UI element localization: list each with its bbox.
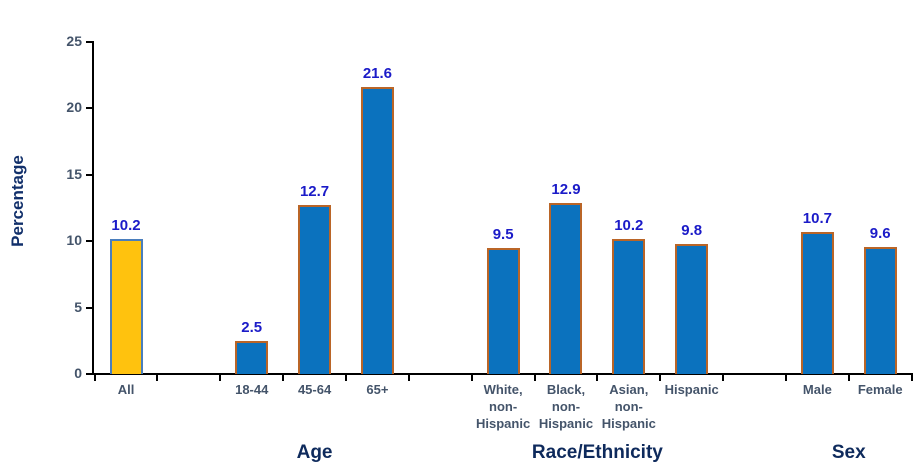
category-label-female: Female — [848, 381, 913, 398]
category-label-line: All — [117, 382, 135, 397]
y-axis-tick-label: 20 — [66, 99, 82, 116]
y-axis-tick — [86, 306, 92, 309]
category-label-line: Female — [857, 382, 903, 397]
bar-all — [109, 238, 143, 374]
category-label-line: 65+ — [366, 382, 389, 397]
bar-45-64 — [298, 205, 332, 374]
bar-black-non-hispanic — [549, 202, 583, 374]
value-label-all: 10.2 — [111, 216, 141, 234]
category-label-line: Male — [802, 382, 832, 397]
bar-white-non-hispanic — [486, 247, 520, 374]
category-label-line: Hispanic — [538, 416, 594, 431]
bar-female — [863, 246, 897, 374]
value-label-female: 9.6 — [869, 224, 891, 242]
x-axis-tick — [470, 375, 473, 381]
y-axis-line — [92, 41, 94, 375]
value-label-hispanic: 9.8 — [681, 221, 703, 239]
group-label-race-ethnicity: Race/Ethnicity — [531, 442, 663, 463]
group-label-age: Age — [296, 442, 333, 463]
x-axis-tick — [910, 375, 913, 381]
y-axis-tick — [86, 107, 92, 110]
category-label-18-44: 18-44 — [219, 381, 284, 398]
x-axis-line — [92, 373, 913, 375]
y-axis-tick-label: 15 — [66, 165, 82, 182]
x-axis-tick — [533, 375, 536, 381]
category-label-line: Hispanic — [601, 416, 656, 431]
category-label-65: 65+ — [345, 381, 410, 398]
x-axis-tick — [345, 375, 347, 381]
x-axis-tick — [659, 375, 662, 381]
category-label-asian-non-hispanic: Asian, non- Hispanic — [596, 381, 661, 432]
category-label-line: non- — [614, 399, 643, 414]
value-label-white-non-hispanic: 9.5 — [492, 225, 514, 243]
category-label-line: non- — [551, 399, 581, 414]
x-axis-tick — [407, 375, 410, 381]
category-label-line: 45-64 — [297, 382, 332, 397]
category-label-male: Male — [785, 381, 850, 398]
group-label-sex: Sex — [831, 442, 866, 463]
category-label-white-non-hispanic: White, non- Hispanic — [471, 381, 536, 432]
x-axis-tick — [219, 375, 222, 381]
value-label-asian-non-hispanic: 10.2 — [614, 216, 644, 234]
category-label-line: White, — [483, 382, 523, 397]
value-label-18-44: 2.5 — [241, 318, 263, 336]
bar-asian-non-hispanic — [612, 238, 646, 374]
x-axis-tick — [93, 375, 96, 381]
category-label-line: Black, — [546, 382, 586, 397]
category-label-hispanic: Hispanic — [659, 381, 724, 398]
value-label-65: 21.6 — [362, 65, 393, 83]
x-axis-tick — [722, 375, 725, 381]
category-label-line: 18-44 — [235, 382, 269, 397]
category-label-black-non-hispanic: Black, non- Hispanic — [534, 381, 599, 432]
category-label-line: Hispanic — [664, 382, 719, 397]
y-axis-tick — [86, 41, 92, 43]
category-label-all: All — [94, 381, 159, 398]
y-axis-tick-label: 5 — [74, 298, 82, 315]
y-axis-tick-label: 25 — [66, 33, 82, 49]
y-axis-tick — [86, 240, 92, 243]
y-axis-tick-label: 0 — [74, 365, 82, 381]
category-label-45-64: 45-64 — [282, 381, 347, 398]
category-label-line: Hispanic — [476, 416, 531, 431]
y-axis-tick-label: 10 — [66, 232, 82, 249]
value-label-male: 10.7 — [802, 209, 832, 227]
bar-male — [800, 231, 834, 374]
value-label-black-non-hispanic: 12.9 — [551, 180, 581, 198]
bar-18-44 — [235, 340, 269, 374]
category-label-line: non- — [489, 399, 518, 414]
x-axis-tick — [156, 375, 159, 381]
bar-65 — [360, 87, 394, 374]
value-label-45-64: 12.7 — [299, 183, 330, 201]
y-axis-tick — [86, 173, 92, 176]
category-label-line: Asian, — [609, 382, 649, 397]
x-axis-tick — [784, 375, 787, 381]
y-axis-tick — [86, 373, 92, 375]
x-axis-tick — [596, 375, 599, 381]
x-axis-tick — [282, 375, 285, 381]
bar-hispanic — [675, 243, 709, 374]
x-axis-tick — [847, 375, 850, 381]
